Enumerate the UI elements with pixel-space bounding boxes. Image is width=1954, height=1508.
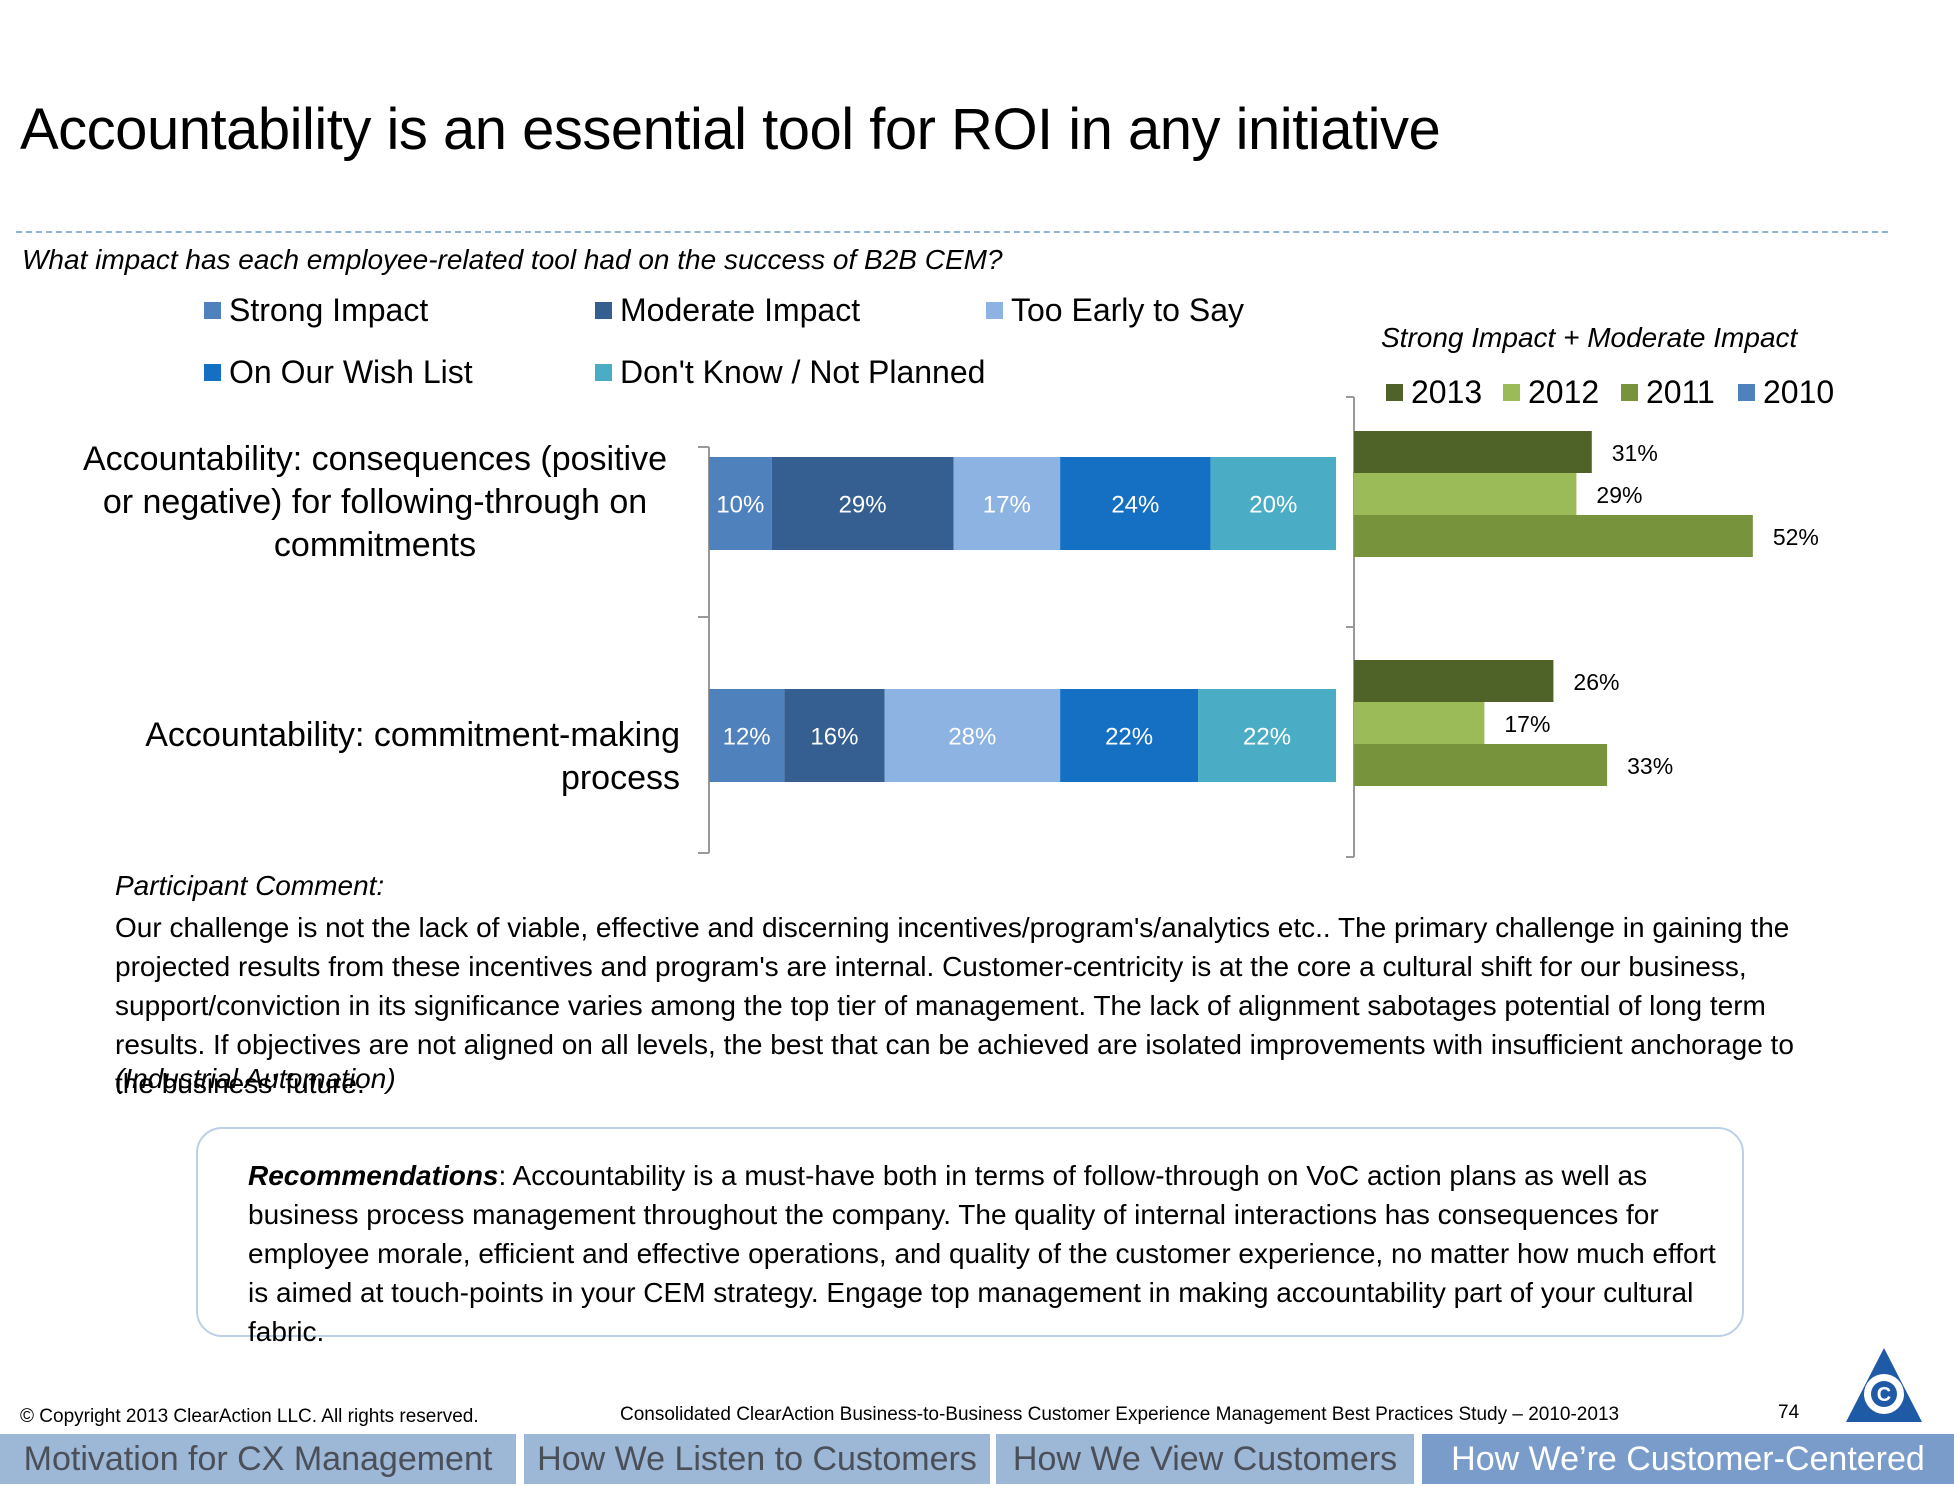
legend-swatch [1738,384,1755,401]
legend-item-2010: 2010 [1738,374,1834,411]
recommendations-label: Recommendations [248,1160,499,1191]
legend-item-2011: 2011 [1621,374,1715,411]
year-bar [1354,515,1753,557]
tab-listen[interactable]: How We Listen to Customers [524,1434,990,1484]
bar-value-label: 16% [810,724,858,751]
page-number: 74 [1778,1402,1800,1423]
comment-source: (Industrial Automation) [115,1063,396,1094]
legend-swatch [986,302,1003,319]
bar-value-label: 24% [1111,492,1159,519]
legend-label: Strong Impact [229,292,429,328]
bar-value-label: 17% [1504,711,1550,737]
tab-label: How We’re Customer-Centered [1451,1439,1925,1478]
bar-value-label: 52% [1773,524,1819,550]
legend-label: 2011 [1646,374,1715,410]
category-label: Accountability: consequences (positive o… [83,440,667,564]
clearaction-logo: C [1846,1348,1922,1422]
legend-swatch [1386,384,1403,401]
legend-label: 2012 [1528,374,1600,410]
bar-value-label: 10% [716,492,764,519]
year-bar [1354,473,1577,515]
recommendations-body: : Accountability is a must-have both in … [248,1160,1716,1347]
recommendations-box [196,1127,1744,1337]
bar-value-label: 31% [1612,440,1658,466]
bar-value-label: 20% [1249,492,1297,519]
legend-swatch [595,302,612,319]
bar-value-label: 17% [983,492,1031,519]
bar-value-label: 22% [1243,724,1291,751]
legend-label: Don't Know / Not Planned [620,354,986,390]
legend-label: On Our Wish List [229,354,473,390]
bar-value-label: 29% [1596,482,1642,508]
comment-text: Our challenge is not the lack of viable,… [115,912,1794,1099]
legend-swatch [1621,384,1638,401]
legend-item-2012: 2012 [1503,374,1599,411]
legend-item-strong-impact: Strong Impact [204,292,428,329]
right-chart-title: Strong Impact + Moderate Impact [1381,322,1798,353]
stacked-bar-segment [1060,457,1211,550]
study-name: Consolidated ClearAction Business-to-Bus… [620,1404,1620,1425]
legend-swatch [204,302,221,319]
legend-label: 2013 [1411,374,1483,410]
legend-item-wish-list: On Our Wish List [204,354,473,391]
stacked-bar-segment [1198,689,1336,782]
logo-letter: C [1877,1384,1891,1406]
year-bar [1354,660,1554,702]
stacked-bar-segment [1210,457,1336,550]
year-bar [1354,431,1592,473]
stacked-bar-segment [884,689,1061,782]
comment-heading: Participant Comment: [115,870,385,901]
legend-swatch [1503,384,1520,401]
bar-value-label: 22% [1105,724,1153,751]
title-divider [16,231,1888,233]
recommendations-text: Recommendations: Accountability is a mus… [248,1156,1718,1351]
tab-view-customers[interactable]: How We View Customers [996,1434,1414,1484]
tab-motivation[interactable]: Motivation for CX Management [0,1434,516,1484]
bar-value-label: 33% [1627,753,1673,779]
legend-item-dont-know: Don't Know / Not Planned [595,354,985,391]
stacked-bar-segment [1060,689,1199,782]
stacked-bar-segment [709,689,785,782]
legend-label: 2010 [1763,374,1835,410]
stacked-bar-segment [784,689,885,782]
bar-value-label: 28% [948,724,996,751]
year-bar [1354,744,1608,786]
stacked-bar-segment [953,457,1061,550]
legend-item-moderate-impact: Moderate Impact [595,292,860,329]
legend-label: Too Early to Say [1011,292,1244,328]
bar-value-label: 12% [723,724,771,751]
year-bar [1354,702,1485,744]
legend-item-too-early: Too Early to Say [986,292,1244,329]
legend-swatch [204,364,221,381]
stacked-bar-segment [709,457,772,550]
legend-item-2013: 2013 [1386,374,1482,411]
category-label: Accountability: commitment-making proces… [145,716,680,797]
bar-value-label: 26% [1573,669,1619,695]
stacked-bar-segment [771,457,954,550]
tab-customer-centered[interactable]: How We’re Customer-Centered [1422,1434,1954,1484]
bar-value-label: 29% [839,492,887,519]
tab-label: How We View Customers [1012,1439,1398,1478]
tab-label: Motivation for CX Management [23,1439,493,1478]
legend-swatch [595,364,612,381]
page-title: Accountability is an essential tool for … [20,97,1441,162]
survey-question: What impact has each employee-related to… [22,244,1003,275]
tab-label: How We Listen to Customers [537,1439,977,1478]
copyright-notice: © Copyright 2013 ClearAction LLC. All ri… [20,1406,479,1427]
legend-label: Moderate Impact [620,292,861,328]
